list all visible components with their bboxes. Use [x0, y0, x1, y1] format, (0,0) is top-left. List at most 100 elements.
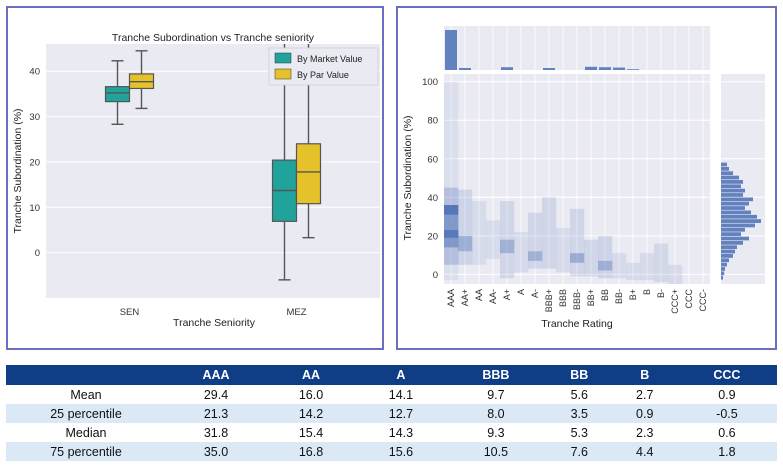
table-row: Median 31.8 15.4 14.3 9.3 5.3 2.3 0.6 — [6, 423, 777, 442]
y-axis-label: Tranche Subordination (%) — [12, 108, 24, 233]
x-tick-label: CCC+ — [670, 289, 680, 314]
right-marginal-bar — [721, 249, 735, 254]
table-cell: 31.8 — [203, 425, 229, 440]
y-tick-label: 20 — [29, 157, 40, 168]
top-marginal-bar — [445, 30, 457, 70]
table-cell: 9.7 — [487, 387, 505, 402]
table-cell: 5.6 — [570, 387, 588, 402]
right-marginal-bar — [721, 197, 753, 202]
right-marginal-bar — [721, 258, 729, 263]
right-marginal-bar — [721, 223, 755, 228]
y-tick-label: 40 — [427, 193, 438, 204]
box — [104, 86, 131, 103]
right-marginal-bar — [721, 275, 723, 280]
right-marginal-bar — [721, 245, 737, 250]
table-cell: 0.9 — [612, 404, 677, 423]
y-tick-label: 80 — [427, 116, 438, 127]
heatmap-cell — [500, 239, 515, 254]
table-cell: 21.3 — [166, 404, 267, 423]
header-cell: AA — [266, 365, 356, 385]
header-cell: AAA — [166, 365, 267, 385]
heatmap-cell — [528, 212, 543, 269]
table-cell: 16.8 — [266, 442, 356, 461]
x-tick-label: AA- — [488, 289, 498, 304]
heatmap-cell — [542, 197, 557, 269]
heatmap-cell — [528, 251, 543, 261]
table-header-row: AAA AA A BBB BB B CCC — [6, 365, 777, 385]
x-tick-label: BBB- — [572, 289, 582, 310]
heatmap-cell — [626, 262, 641, 281]
right-marginal-bar — [721, 193, 743, 197]
right-marginal-bar — [721, 214, 757, 219]
table-cell: 35.0 — [166, 442, 267, 461]
heatmap-cell — [598, 260, 613, 271]
heatmap-cell — [668, 264, 683, 284]
right-marginal-bar — [721, 227, 745, 232]
table-cell: 14.2 — [266, 404, 356, 423]
table-cell: 0.6 — [718, 425, 736, 440]
right-marginal-bar — [721, 184, 741, 189]
y-tick-label: 20 — [427, 231, 438, 242]
right-marginal-bar — [721, 267, 725, 271]
heatmap-cell — [570, 208, 585, 277]
right-marginal-bar — [721, 162, 727, 167]
plot-area — [46, 44, 380, 298]
header-cell: B — [612, 365, 677, 385]
table-cell: 15.6 — [355, 442, 446, 461]
x-tick-label: A- — [530, 289, 540, 298]
header-cell: A — [355, 365, 446, 385]
y-tick-label: 100 — [422, 77, 438, 88]
right-marginal-bar — [721, 175, 739, 180]
table-cell: 8.0 — [445, 404, 546, 423]
x-tick-label: AA+ — [460, 289, 470, 306]
x-tick-label: BBB+ — [544, 289, 554, 312]
right-marginal-bar — [721, 271, 725, 276]
heatmap-cell — [640, 253, 655, 281]
table-cell: 5.3 — [570, 425, 588, 440]
table-row: 75 percentile 35.0 16.8 15.6 10.5 7.6 4.… — [6, 442, 777, 461]
heatmap-cell — [514, 231, 529, 273]
x-tick-label: AA — [474, 289, 484, 301]
right-marginal-bar — [721, 232, 741, 237]
y-tick-label: 30 — [29, 112, 40, 123]
table-cell: 7.6 — [545, 442, 613, 461]
x-tick-label: SEN — [120, 307, 140, 318]
header-cell: BB — [545, 365, 613, 385]
boxplot-chart: 0 10 20 30 40 SEN MEZ Tranche Subordination v… — [12, 32, 380, 329]
x-tick-label: BBB — [558, 289, 568, 307]
heatmap-cell — [458, 235, 473, 252]
heatmap-cell — [500, 201, 515, 279]
top-marginal-bar — [585, 66, 597, 70]
table-row: Mean 29.4 16.0 14.1 9.7 5.6 2.7 0.9 — [6, 385, 777, 404]
table-cell: -0.5 — [676, 404, 777, 423]
x-tick-label: CCC — [684, 289, 694, 309]
right-marginal-bar — [721, 254, 733, 258]
top-marginal-bar — [459, 68, 471, 70]
y-axis-label: Tranche Subordination (%) — [402, 115, 414, 240]
x-tick-label: B- — [656, 289, 666, 298]
x-tick-label: MEZ — [286, 307, 306, 318]
top-marginal-bar — [599, 67, 611, 70]
legend-swatch-par-value — [274, 68, 292, 80]
boxplot-panel: 0 10 20 30 40 SEN MEZ Tranche Subordination v… — [6, 6, 384, 350]
right-marginal-bar — [721, 210, 751, 215]
x-tick-label: B+ — [628, 289, 638, 300]
table-cell: 2.7 — [636, 387, 654, 402]
statistics-table: AAA AA A BBB BB B CCC Mean 29.4 16.0 14.… — [6, 365, 777, 461]
y-tick-label: 60 — [427, 154, 438, 165]
right-marginal-bar — [721, 236, 749, 241]
heatmap-cell — [472, 201, 487, 265]
top-marginal-bar — [501, 67, 513, 70]
top-marginal-bar — [613, 67, 625, 70]
row-label: Mean — [70, 387, 102, 402]
legend: By Market Value By Par Value — [268, 47, 379, 86]
header-cell: CCC — [676, 365, 777, 385]
right-marginal-bar — [721, 171, 733, 176]
right-marginal-bar — [721, 166, 729, 171]
chart-title: Tranche Subordination vs Tranche seniori… — [112, 32, 315, 44]
table-cell: 1.8 — [676, 442, 777, 461]
legend-swatch-market-value — [274, 52, 292, 64]
right-marginal-bar — [721, 240, 743, 245]
x-tick-label: BB+ — [586, 289, 596, 306]
x-tick-label: BB — [600, 289, 610, 301]
